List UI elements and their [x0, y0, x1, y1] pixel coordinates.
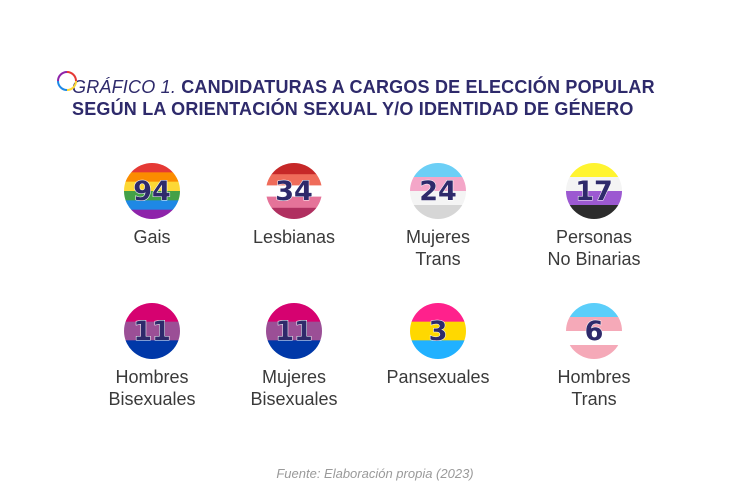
chart-title: GRÁFICO 1. CANDIDATURAS A CARGOS DE ELEC…	[57, 71, 702, 120]
title-prefix: GRÁFICO 1.	[72, 77, 177, 97]
flag-stripe	[266, 303, 322, 323]
flag-stripe	[410, 340, 466, 359]
title-line-1: GRÁFICO 1. CANDIDATURAS A CARGOS DE ELEC…	[62, 76, 702, 98]
flag-circle: 34	[266, 163, 322, 219]
flag-stripe	[410, 177, 466, 192]
chart-item: 34 Lesbianas	[224, 162, 364, 248]
flag-stripe	[124, 200, 180, 211]
value-label: 24	[419, 176, 457, 207]
chart-item: 6 Hombres Trans	[524, 302, 664, 410]
flag-stripe	[124, 321, 180, 341]
flag-circle: 94	[124, 163, 180, 219]
flag-circle: 24	[410, 163, 466, 219]
flag-stripe	[410, 303, 466, 323]
category-label: Hombres Trans	[557, 367, 631, 409]
chart-item: 94 Gais	[82, 162, 222, 248]
flag-stripe	[566, 317, 622, 332]
category-label: Pansexuales	[386, 367, 490, 387]
category-label: Gais	[133, 227, 171, 247]
flag-stripe	[410, 321, 466, 341]
title-line-2: SEGÚN LA ORIENTACIÓN SEXUAL Y/O IDENTIDA…	[72, 99, 634, 119]
category-label: Personas No Binarias	[547, 227, 641, 269]
flag-stripe	[266, 185, 322, 198]
flag-stripe	[566, 345, 622, 359]
category-label: Mujeres Trans	[405, 227, 471, 269]
flag-stripe	[124, 191, 180, 201]
flag-stripe	[410, 205, 466, 219]
logo-ring-icon	[57, 71, 77, 91]
flag-stripe	[566, 331, 622, 346]
value-label: 94	[133, 176, 171, 207]
flag-stripe	[266, 340, 322, 359]
flag-stripe	[124, 303, 180, 323]
chart-item: 24 Mujeres Trans	[368, 162, 508, 270]
category-label: Hombres Bisexuales	[108, 367, 196, 409]
flag-circle: 11	[266, 303, 322, 359]
category-label: Lesbianas	[252, 227, 336, 247]
flag-stripe	[410, 191, 466, 206]
value-label: 34	[275, 176, 313, 207]
flag-stripe	[566, 205, 622, 219]
flag-stripe	[124, 172, 180, 183]
value-label: 17	[575, 176, 613, 207]
value-label: 11	[133, 316, 171, 347]
value-label: 11	[275, 316, 313, 347]
flag-stripe	[124, 340, 180, 359]
chart-item: 17 Personas No Binarias	[524, 162, 664, 270]
flag-circle: 11	[124, 303, 180, 359]
flag-circle: 6	[566, 303, 622, 359]
flag-circle: 3	[410, 303, 466, 359]
flag-stripe	[124, 181, 180, 192]
flag-stripe	[266, 321, 322, 341]
value-label: 3	[429, 316, 448, 347]
flag-stripe	[124, 209, 180, 219]
flag-stripe	[266, 207, 322, 219]
flag-circle: 17	[566, 163, 622, 219]
chart-item: 3 Pansexuales	[368, 302, 508, 388]
flag-stripe	[124, 163, 180, 173]
flag-stripe	[566, 177, 622, 192]
source-note: Fuente: Elaboración propia (2023)	[276, 466, 474, 481]
flag-stripe	[266, 174, 322, 186]
category-label: Mujeres Bisexuales	[250, 367, 338, 409]
chart-item: 11 Mujeres Bisexuales	[224, 302, 364, 410]
title-main: CANDIDATURAS A CARGOS DE ELECCIÓN POPULA…	[181, 77, 655, 97]
flag-stripe	[266, 196, 322, 209]
value-label: 6	[585, 316, 604, 347]
chart-item: 11 Hombres Bisexuales	[82, 302, 222, 410]
flag-stripe	[566, 191, 622, 206]
flag-stripe	[266, 163, 322, 175]
